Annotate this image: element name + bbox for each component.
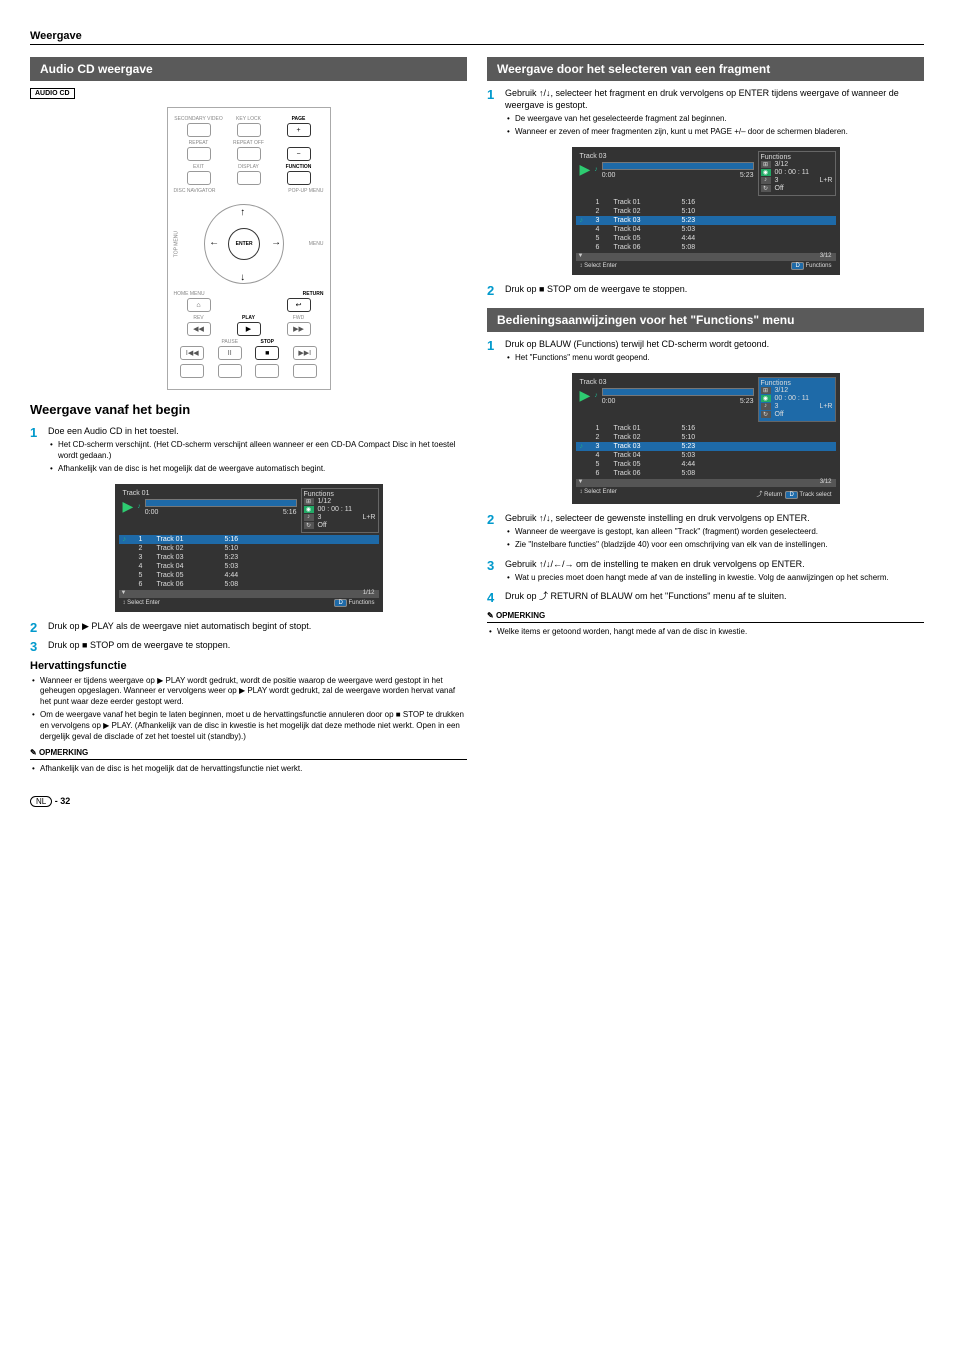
bullet: Het CD-scherm verschijnt. (Het CD-scherm…	[48, 440, 467, 462]
track-row: 2Track 025:10	[576, 207, 836, 216]
step-text: Doe een Audio CD in het toestel.	[48, 426, 179, 436]
enter-button: ENTER	[228, 228, 260, 260]
step-text: Druk op BLAUW (Functions) terwijl het CD…	[505, 339, 769, 349]
bullet: Wat u precies moet doen hangt mede af va…	[505, 573, 924, 584]
bullet: Welke items er getoond worden, hangt med…	[487, 627, 924, 638]
track-row: 1Track 015:16	[576, 424, 836, 433]
track-row: 3Track 035:23	[119, 553, 379, 562]
bullet: Wanneer er tijdens weergave op ▶ PLAY wo…	[30, 676, 467, 708]
track-row: 2Track 025:10	[119, 544, 379, 553]
track-row: 2Track 025:10	[576, 433, 836, 442]
step-text: Druk op ▶ PLAY als de weergave niet auto…	[48, 620, 467, 635]
bullet: Het "Functions" menu wordt geopend.	[505, 353, 924, 364]
track-list: ♪1Track 015:162Track 025:103Track 035:23…	[119, 535, 379, 589]
track-row: 6Track 065:08	[576, 243, 836, 252]
bullet: Om de weergave vanaf het begin te laten …	[30, 710, 467, 742]
cd-screen-panel: Track 03 ▶♪ 0:005:23 Functions ⊞3/12 ◉00…	[572, 373, 840, 504]
right-column: Weergave door het selecteren van een fra…	[487, 57, 924, 778]
track-row: 4Track 045:03	[576, 451, 836, 460]
track-row: 4Track 045:03	[119, 562, 379, 571]
sub-heading: Weergave vanaf het begin	[30, 402, 467, 417]
track-row: 5Track 054:44	[576, 460, 836, 469]
step-text: Druk op ⤴ RETURN of BLAUW om het "Functi…	[505, 590, 924, 605]
step-text: Gebruik ↑/↓, selecteer de gewenste inste…	[505, 513, 810, 523]
note-heading: OPMERKING	[30, 748, 467, 757]
track-row: ♪3Track 035:23	[576, 216, 836, 225]
page-footer: NL - 32	[30, 796, 924, 807]
track-row: 6Track 065:08	[576, 469, 836, 478]
track-row: 1Track 015:16	[576, 198, 836, 207]
play-icon: ▶	[123, 499, 134, 513]
audio-cd-badge: AUDIO CD	[30, 88, 75, 99]
step-text: Gebruik ↑/↓/←/→ om de instelling te make…	[505, 559, 805, 569]
track-row: ♪1Track 015:16	[119, 535, 379, 544]
page-header: Weergave	[30, 30, 924, 45]
cd-screen-panel: Track 01 ▶ ♪ 0:005:16 Functions ⊞1/12 ◉0…	[115, 484, 383, 612]
bullet: Wanneer er zeven of meer fragmenten zijn…	[505, 127, 924, 138]
bullet: Afhankelijk van de disc is het mogelijk …	[30, 764, 467, 775]
bullet: De weergave van het geselecteerde fragme…	[505, 114, 924, 125]
bullet: Afhankelijk van de disc is het mogelijk …	[48, 464, 467, 475]
section-title: Weergave door het selecteren van een fra…	[487, 57, 924, 81]
track-row: 6Track 065:08	[119, 580, 379, 589]
step-text: Druk op ■ STOP om de weergave te stoppen…	[48, 639, 467, 654]
track-row: 5Track 054:44	[576, 234, 836, 243]
cd-screen-panel: Track 03 ▶♪ 0:005:23 Functions ⊞3/12 ◉00…	[572, 147, 840, 275]
bullet: Zie "Instelbare functies" (bladzijde 40)…	[505, 540, 924, 551]
track-row: ♪3Track 035:23	[576, 442, 836, 451]
step-number: 1	[30, 425, 48, 478]
note-heading: OPMERKING	[487, 611, 924, 620]
resume-heading: Hervattingsfunctie	[30, 660, 467, 672]
track-row: 5Track 054:44	[119, 571, 379, 580]
section-title: Audio CD weergave	[30, 57, 467, 81]
step-text: Druk op ■ STOP om de weergave te stoppen…	[505, 283, 924, 298]
track-row: 4Track 045:03	[576, 225, 836, 234]
step-text: Gebruik ↑/↓, selecteer het fragment en d…	[505, 88, 899, 110]
remote-illustration: SECONDARY VIDEO KEY LOCK PAGE+ REPEAT RE…	[167, 107, 331, 390]
bullet: Wanneer de weergave is gestopt, kan alle…	[505, 527, 924, 538]
section-title: Bedieningsaanwijzingen voor het "Functio…	[487, 308, 924, 332]
left-column: Audio CD weergave AUDIO CD SECONDARY VID…	[30, 57, 467, 778]
